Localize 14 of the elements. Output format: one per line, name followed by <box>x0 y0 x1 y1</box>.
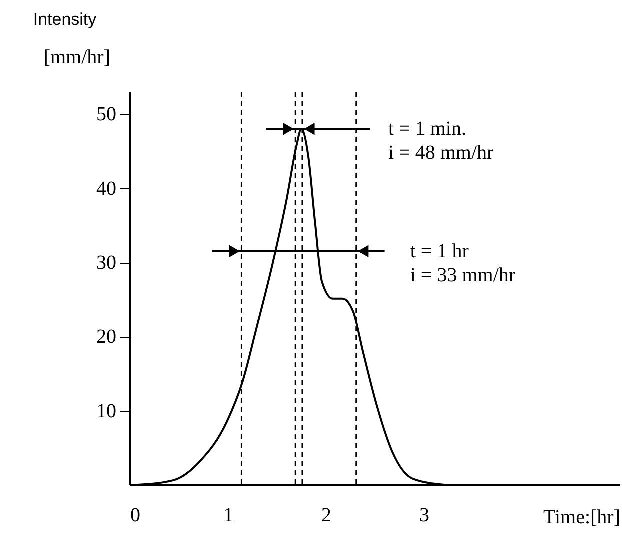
y-axis-title: [mm/hr] <box>44 46 110 68</box>
annotation: t = 1 hr i = 33 mm/hr <box>410 240 516 286</box>
x-tick-label: 2 <box>322 504 332 526</box>
chart-title: Intensity <box>33 10 98 29</box>
y-tick-label: 40 <box>96 178 116 200</box>
y-tick-label: 10 <box>96 400 116 422</box>
annotation: t = 1 min. i = 48 mm/hr <box>388 118 494 164</box>
y-tick-label: 50 <box>96 104 116 126</box>
y-tick-label: 30 <box>96 252 116 274</box>
y-tick-label: 20 <box>96 326 116 348</box>
x-tick-label: 0 <box>130 504 140 526</box>
x-tick-label: 1 <box>224 504 234 526</box>
x-axis-title: Time:[hr] <box>543 506 620 528</box>
x-tick-label: 3 <box>420 504 430 526</box>
